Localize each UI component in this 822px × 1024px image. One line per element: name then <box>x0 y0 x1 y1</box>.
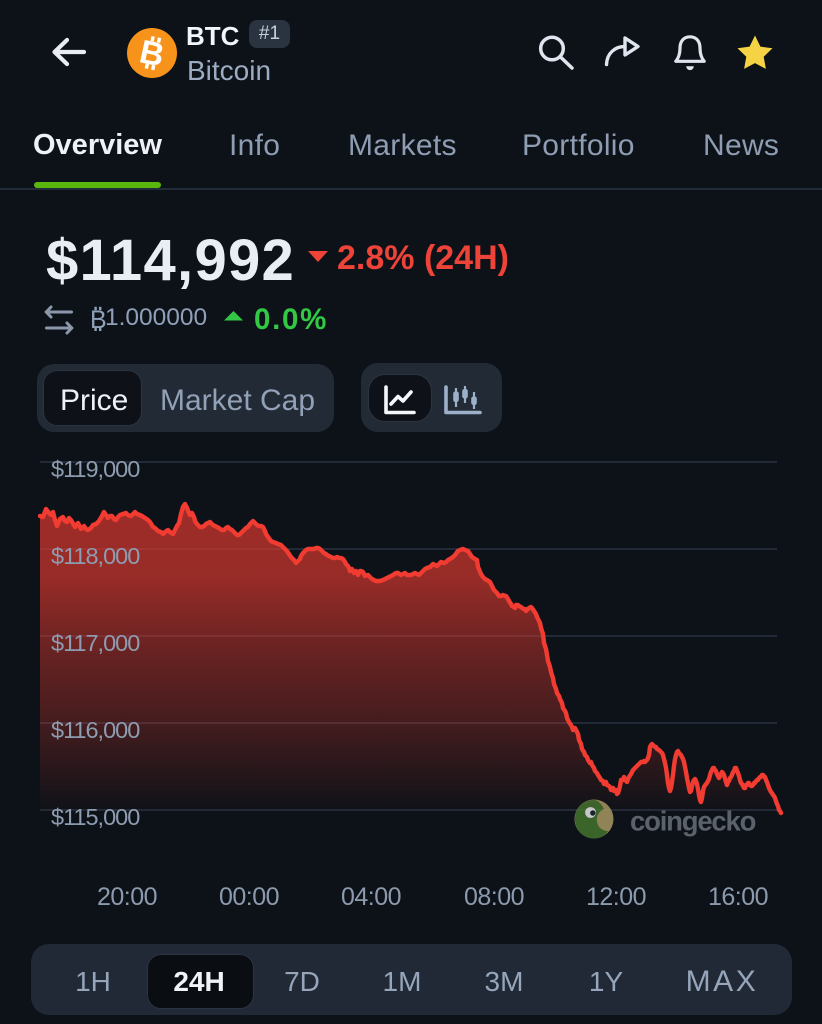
svg-text:B: B <box>90 306 106 332</box>
